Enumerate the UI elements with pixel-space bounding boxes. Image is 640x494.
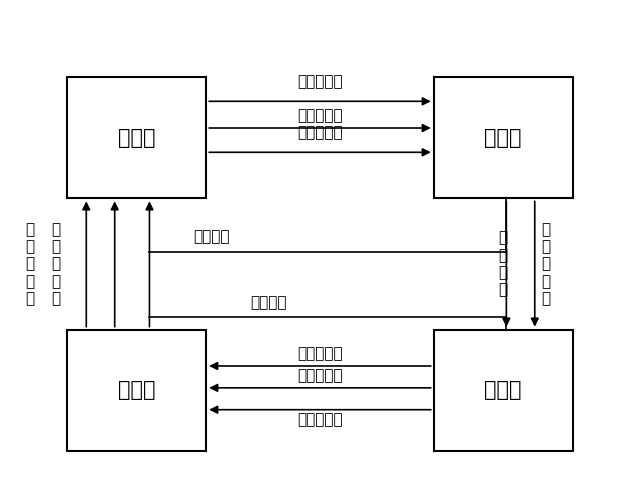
Text: 冷凝压力: 冷凝压力	[194, 230, 230, 245]
Text: 膨胀阀: 膨胀阀	[484, 380, 522, 400]
Text: 冷凝器焓值: 冷凝器焓值	[297, 412, 343, 427]
Text: 膨胀阀流量: 膨胀阀流量	[297, 125, 343, 140]
Text: 蒸发压力: 蒸发压力	[250, 295, 287, 310]
Text: 膨胀阀质量: 膨胀阀质量	[297, 368, 343, 383]
Text: 冷
凝
压
力: 冷 凝 压 力	[499, 230, 508, 297]
Text: 蒸
发
器
压
力: 蒸 发 器 压 力	[25, 222, 34, 306]
Text: 蒸
发
器
焓
值: 蒸 发 器 焓 值	[51, 222, 61, 306]
Text: 冷凝器: 冷凝器	[484, 128, 522, 148]
Text: 冷
凝
器
焓
值: 冷 凝 器 焓 值	[541, 222, 550, 306]
Bar	[434, 77, 573, 199]
Text: 压缩机焓值: 压缩机焓值	[297, 74, 343, 89]
Text: 压缩机流量: 压缩机流量	[297, 346, 343, 361]
Bar	[434, 329, 573, 451]
Bar	[67, 329, 206, 451]
Text: 蒸发器: 蒸发器	[118, 380, 156, 400]
Text: 压缩机质量: 压缩机质量	[297, 108, 343, 123]
Bar	[67, 77, 206, 199]
Text: 压缩机: 压缩机	[118, 128, 156, 148]
